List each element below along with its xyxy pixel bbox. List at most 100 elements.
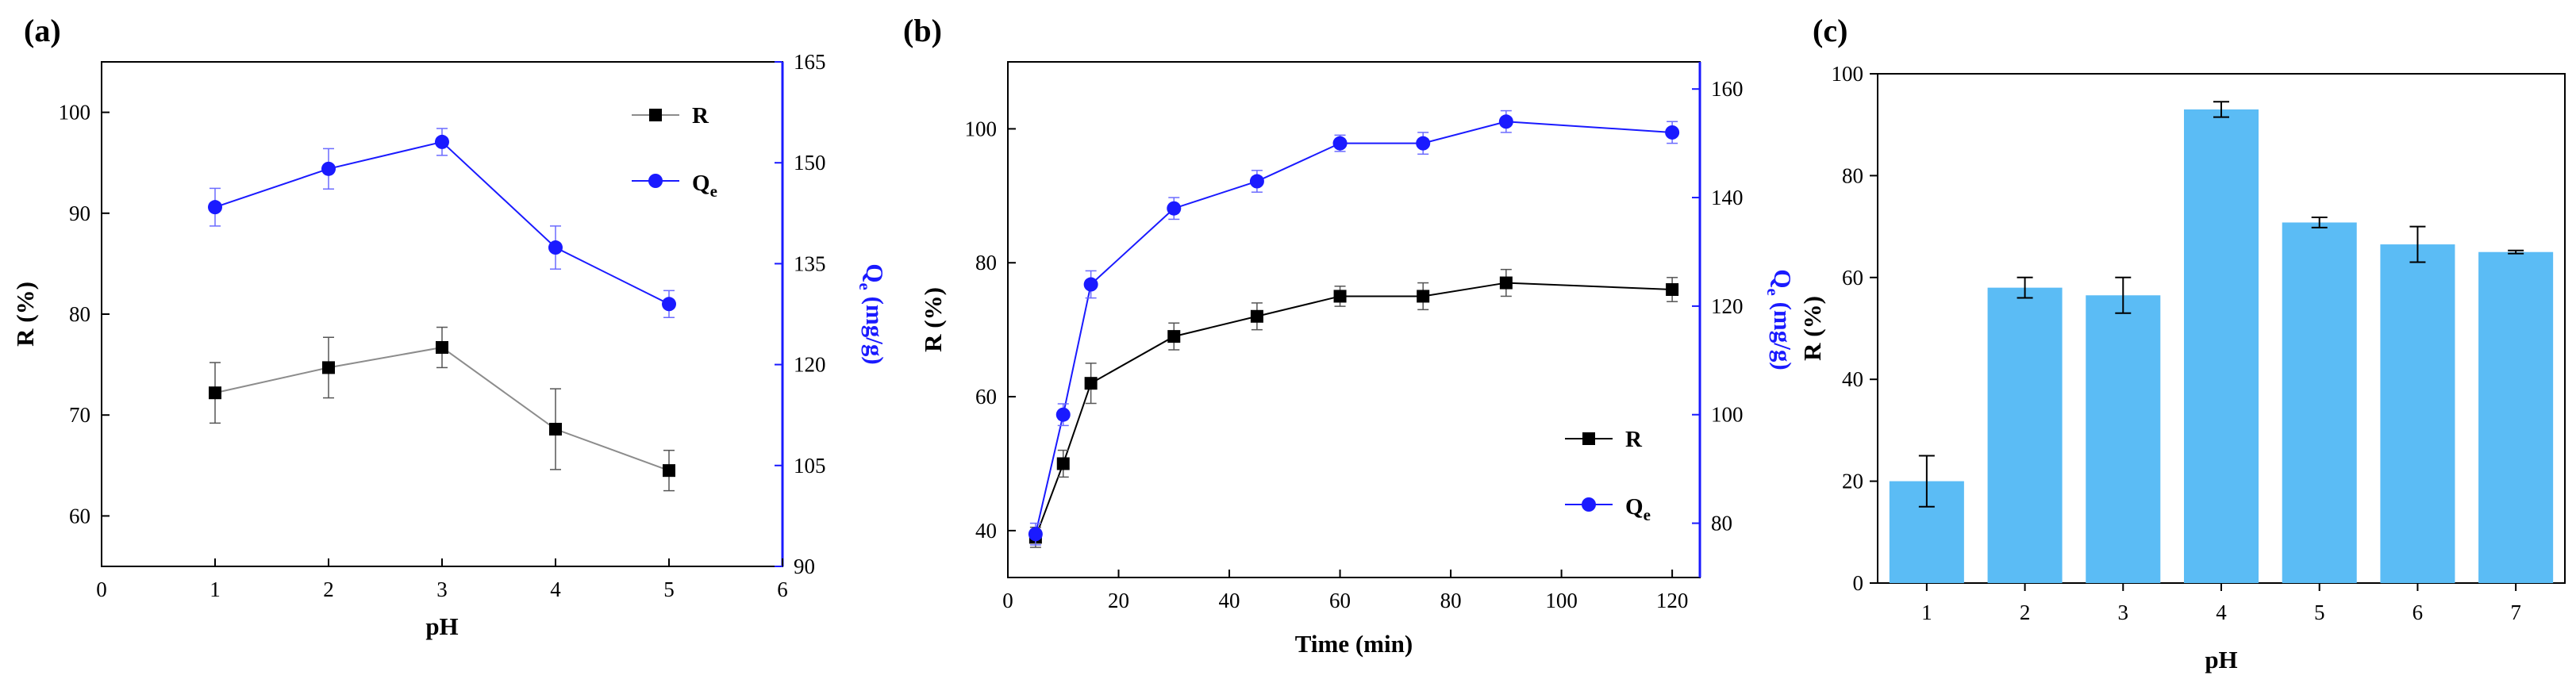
panel-b-series-R-point: [1666, 283, 1679, 297]
panel-b-x-tick-label: 20: [1108, 589, 1129, 612]
panel-b-x-tick-label: 60: [1329, 589, 1351, 612]
panel-b-y2-ticks: 80 100 120 140 160: [1692, 77, 1744, 535]
panel-c-y-tick-label: 40: [1842, 367, 1863, 391]
panel-a-series-Qe-point: [662, 297, 676, 312]
panel-c-x-tick-label: 7: [2510, 601, 2521, 624]
panel-a-y-tick-label: 80: [69, 302, 90, 326]
panel-a-legend-qe-label: Qe: [692, 171, 717, 201]
panel-c-bar: [2478, 251, 2554, 583]
panel-a-y-ticks: 60 70 80 90 100: [59, 101, 110, 528]
panel-a-legend-r-marker: [649, 109, 662, 121]
panel-b-y2-tick-label: 100: [1711, 403, 1744, 427]
panel-b-series-R-line: [1034, 282, 1673, 538]
panel-b-series-R-point: [1167, 330, 1181, 343]
panel-a-y-axis-title: R (%): [11, 282, 39, 347]
panel-b-x-tick-label: 0: [1002, 589, 1013, 612]
panel-c-y-tick-label: 100: [1832, 62, 1864, 86]
panel-b-y-tick-label: 80: [975, 251, 997, 274]
panel-b-series-R-point: [1084, 377, 1098, 390]
panel-c-x-tick-label: 5: [2314, 601, 2325, 624]
panel-a-y2-tick-label: 135: [794, 251, 826, 275]
panel-b-series-Qe-point: [1083, 277, 1098, 292]
panel-b-series-R-point: [1417, 290, 1430, 303]
panel-a-y2-axis-title: Qe (mg/g): [855, 263, 889, 364]
panel-b-x-tick-label: 80: [1440, 589, 1462, 612]
panel-c-chart: (c) 1 2 3 4 5 6 7 0 20 40 60 80 100 pH R (%): [1798, 13, 2566, 673]
panel-b-series-Qe-point: [1028, 527, 1043, 542]
panel-b-x-tick-label: 100: [1545, 589, 1578, 612]
panel-b-y2-title-sub: e: [1763, 288, 1782, 295]
panel-a-y2-tick-label: 105: [794, 454, 826, 478]
panel-c-x-axis-title: pH: [2205, 646, 2237, 673]
panel-b-legend: R Qe: [1565, 427, 1651, 524]
panel-b-y2-title-main: Q: [1769, 269, 1797, 288]
panel-b-y-axis-title: R (%): [919, 287, 947, 352]
panel-b-label: (b): [903, 13, 942, 48]
panel-a-series: [208, 128, 676, 492]
panel-c-label: (c): [1813, 13, 1847, 48]
panel-a-label: (a): [24, 13, 61, 48]
panel-b-x-tick-label: 120: [1656, 589, 1689, 612]
panel-c-bar: [2282, 222, 2357, 583]
panel-c-bar: [2086, 295, 2161, 583]
panel-b-y2-title-unit: (mg/g): [1769, 296, 1797, 370]
panel-a-series-R-point: [663, 464, 675, 478]
panel-b-chart: (b) 0 20 40 60 80 100 120 40 60 80 100 80 100 120 14…: [903, 13, 1797, 658]
panel-a-series-Qe-point: [208, 200, 222, 215]
panel-b-series-Qe-point: [1498, 114, 1513, 129]
panel-a-y2-tick-label: 90: [794, 554, 815, 578]
panel-c-x-tick-label: 6: [2413, 601, 2424, 624]
panel-b-legend-qe-marker: [1582, 497, 1596, 512]
panel-c-x-tick-label: 4: [2216, 601, 2227, 624]
panel-a-x-tick-label: 0: [96, 577, 107, 601]
panel-a-series-R-point: [549, 423, 562, 436]
panel-c-y-tick-label: 80: [1842, 163, 1863, 187]
panel-c-x-tick-label: 3: [2118, 601, 2129, 624]
panel-b-series: [1028, 109, 1680, 548]
panel-b-x-axis-title: Time (min): [1295, 630, 1413, 658]
panel-b-series-Qe-point: [1332, 136, 1348, 151]
panel-a-series-Qe-point: [321, 161, 336, 176]
panel-c-bar: [1987, 287, 2063, 583]
panel-a-x-ticks: 0 1 2 3 4 5 6: [96, 558, 788, 601]
panel-c-x-tick-label: 2: [2020, 601, 2031, 624]
panel-a-y2-title-main: Q: [861, 263, 889, 282]
panel-c-y-axis-title: R (%): [1798, 296, 1826, 361]
panel-a-chart: (a) 0 1 2 3 4 5 6 60 70 80 90 100 90 105 120 135 150 16…: [11, 13, 889, 640]
panel-b-y2-tick-label: 140: [1711, 186, 1744, 209]
panel-c-y-tick-label: 0: [1853, 571, 1864, 595]
panel-b-series-Qe-point: [1055, 407, 1071, 422]
panel-a-series-R-point: [322, 361, 335, 374]
panel-a-x-tick-label: 2: [323, 577, 334, 601]
panel-b-plot-frame: [1007, 61, 1701, 578]
panel-b-y2-tick-label: 80: [1711, 512, 1732, 535]
panel-b-legend-qe-label: Qe: [1625, 494, 1651, 524]
panel-a-series-Qe-point: [548, 240, 563, 255]
panel-a-y2-ticks: 90 105 120 135 150 165: [775, 50, 826, 578]
panel-c-y-tick-label: 20: [1842, 470, 1863, 493]
panel-b-y-tick-label: 40: [975, 519, 997, 543]
panel-a-series-R-point: [436, 340, 448, 354]
panel-a-x-tick-label: 3: [436, 577, 448, 601]
panel-a-y2-title-unit: (mg/g): [861, 290, 889, 365]
panel-b-y-ticks: 40 60 80 100: [965, 117, 1016, 543]
panel-c-bar: [2183, 109, 2259, 583]
panel-b-y-tick-label: 100: [965, 117, 998, 140]
panel-c-bars: [1889, 101, 2554, 583]
panel-a-series-R-point: [209, 386, 221, 400]
panel-b-series-Qe-point: [1249, 174, 1264, 189]
panel-b-series-Qe-point: [1416, 136, 1431, 151]
panel-a-series-Qe-line: [214, 140, 670, 305]
panel-b-y2-tick-label: 120: [1711, 294, 1744, 318]
panel-a-y2-tick-label: 165: [794, 50, 826, 74]
panel-c-y-ticks: 0 20 40 60 80 100: [1832, 62, 1878, 595]
panel-c-x-ticks: 1 2 3 4 5 6 7: [1921, 583, 2521, 624]
panel-a-y-tick-label: 100: [59, 101, 91, 125]
panel-b-y-tick-label: 60: [975, 385, 997, 409]
panel-a-legend: R Qe: [632, 103, 717, 201]
panel-a-series-Qe-point: [435, 134, 449, 149]
panel-b-y2-axis-title: Qe (mg/g): [1763, 269, 1797, 370]
panel-b-legend-r-marker: [1582, 432, 1595, 445]
panel-b-legend-r-label: R: [1625, 427, 1643, 452]
panel-b-x-ticks: 0 20 40 60 80 100 120: [1002, 570, 1688, 612]
